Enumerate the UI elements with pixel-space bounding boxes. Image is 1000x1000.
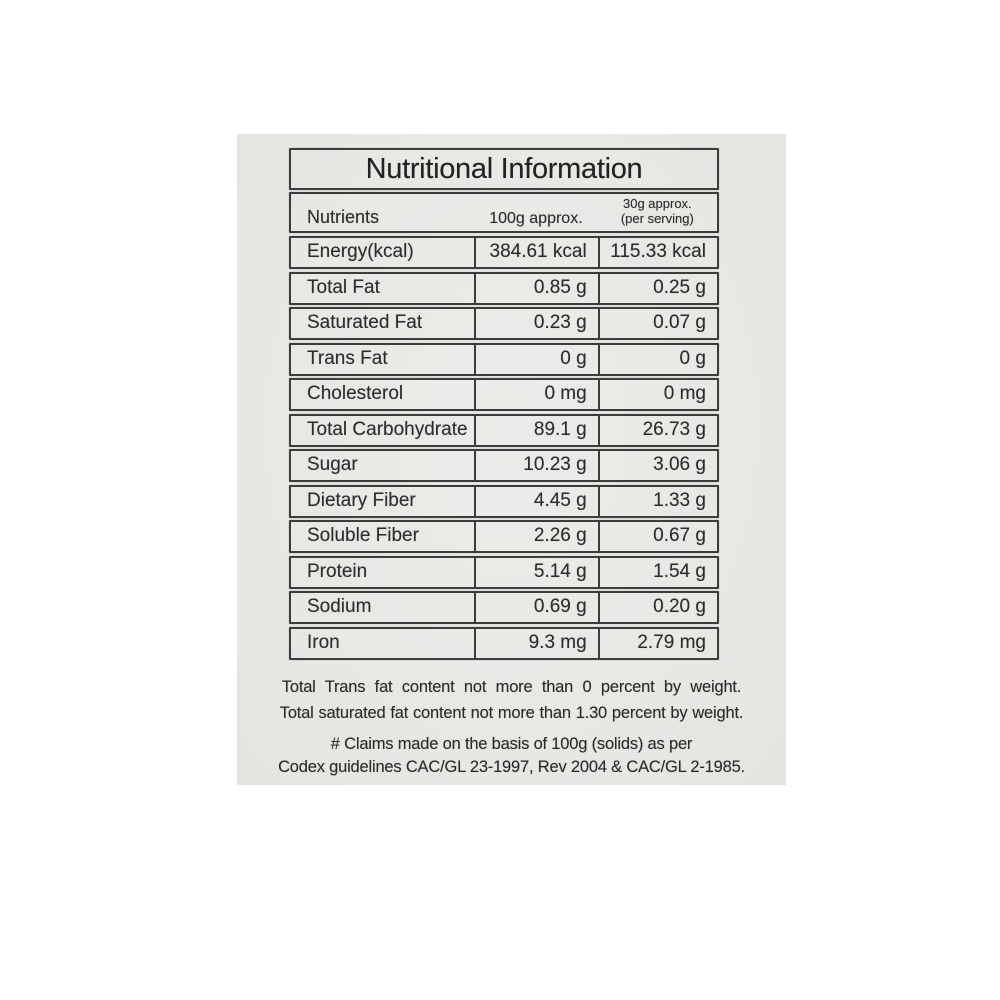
nutrient-name: Dietary Fiber (307, 489, 416, 511)
table-body: Energy(kcal) 384.61 kcal 115.33 kcal Tot… (289, 236, 719, 660)
table-row: Sugar 10.23 g 3.06 g (289, 449, 719, 482)
value-per-serving: 0 g (597, 344, 717, 374)
nutrient-name: Protein (307, 560, 368, 582)
nutrient-name: Saturated Fat (307, 312, 423, 333)
value-per-serving: 0.20 g (597, 593, 717, 622)
table-row: Iron 9.3 mg 2.79 mg (289, 626, 719, 660)
value-per-100g: 0.85 g (474, 273, 598, 303)
value-per-100g: 384.61 kcal (474, 238, 598, 267)
claims-line-2: Codex guidelines CAC/GL 23-1997, Rev 200… (278, 758, 745, 776)
table-row: Dietary Fiber 4.45 g 1.33 g (289, 484, 719, 518)
column-header-30g: 30g approx. (per serving) (598, 196, 717, 228)
value-per-serving: 0.67 g (597, 522, 717, 551)
value-per-serving: 2.79 mg (597, 628, 717, 658)
nutrition-label-photo: Nutritional Information Nutrients 100g a… (237, 134, 786, 785)
nutrient-name: Iron (307, 631, 340, 653)
value-per-serving: 26.73 g (597, 415, 717, 445)
nutrient-name: Sugar (307, 454, 358, 475)
table-row: Sodium 0.69 g 0.20 g (289, 591, 719, 624)
value-per-100g: 10.23 g (474, 451, 598, 480)
nutrient-name: Sodium (307, 596, 372, 617)
nutrient-name: Cholesterol (307, 383, 404, 404)
note-trans-fat: Total Trans fat content not more than 0 … (281, 678, 742, 696)
nutrient-name: Soluble Fiber (307, 525, 419, 546)
value-per-serving: 1.33 g (597, 486, 717, 516)
table-row: Cholesterol 0 mg 0 mg (289, 378, 719, 411)
value-per-100g: 89.1 g (474, 415, 598, 445)
column-header-nutrients: Nutrients (307, 207, 380, 227)
value-per-100g: 4.45 g (474, 486, 598, 516)
column-header-100g: 100g approx. (489, 210, 583, 227)
nutrient-name: Total Carbohydrate (307, 418, 468, 440)
claims-line-1: # Claims made on the basis of 100g (soli… (330, 735, 693, 753)
value-per-100g: 0 g (474, 344, 598, 374)
table-row: Trans Fat 0 g 0 g (289, 342, 719, 376)
table-row: Total Carbohydrate 89.1 g 26.73 g (289, 413, 719, 447)
table-header-row: Nutrients 100g approx. 30g approx. (per … (289, 192, 719, 233)
value-per-100g: 5.14 g (474, 557, 598, 587)
value-per-serving: 0.07 g (597, 309, 717, 338)
table-row: Protein 5.14 g 1.54 g (289, 555, 719, 589)
nutrient-name: Trans Fat (307, 347, 388, 369)
value-per-serving: 1.54 g (597, 557, 717, 587)
table-row: Saturated Fat 0.23 g 0.07 g (289, 307, 719, 340)
value-per-serving: 0 mg (597, 380, 717, 409)
value-per-100g: 9.3 mg (474, 628, 598, 658)
value-per-serving: 115.33 kcal (597, 238, 717, 267)
table-row: Soluble Fiber 2.26 g 0.67 g (289, 520, 719, 553)
value-per-100g: 0 mg (474, 380, 598, 409)
nutrient-name: Total Fat (307, 276, 380, 298)
column-header-30g-line1: 30g approx. (623, 196, 692, 212)
value-per-serving: 0.25 g (597, 273, 717, 303)
value-per-100g: 0.69 g (474, 593, 598, 622)
column-header-30g-line2: (per serving) (620, 211, 694, 227)
table-title-row: Nutritional Information (289, 148, 719, 190)
value-per-100g: 0.23 g (474, 309, 598, 338)
value-per-100g: 2.26 g (474, 522, 598, 551)
page-title: Nutritional Information (365, 152, 643, 185)
nutrition-table: Nutritional Information Nutrients 100g a… (289, 148, 719, 662)
table-row: Energy(kcal) 384.61 kcal 115.33 kcal (289, 236, 719, 269)
note-saturated-fat: Total saturated fat content not more tha… (279, 704, 744, 722)
value-per-serving: 3.06 g (597, 451, 717, 480)
table-row: Total Fat 0.85 g 0.25 g (289, 271, 719, 305)
nutrient-name: Energy(kcal) (307, 241, 414, 262)
